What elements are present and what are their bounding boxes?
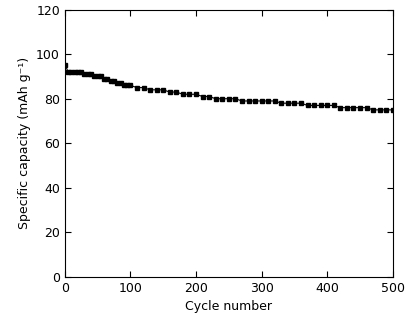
X-axis label: Cycle number: Cycle number xyxy=(185,300,272,313)
Y-axis label: Specific capacity (mAh g⁻¹): Specific capacity (mAh g⁻¹) xyxy=(17,57,30,229)
